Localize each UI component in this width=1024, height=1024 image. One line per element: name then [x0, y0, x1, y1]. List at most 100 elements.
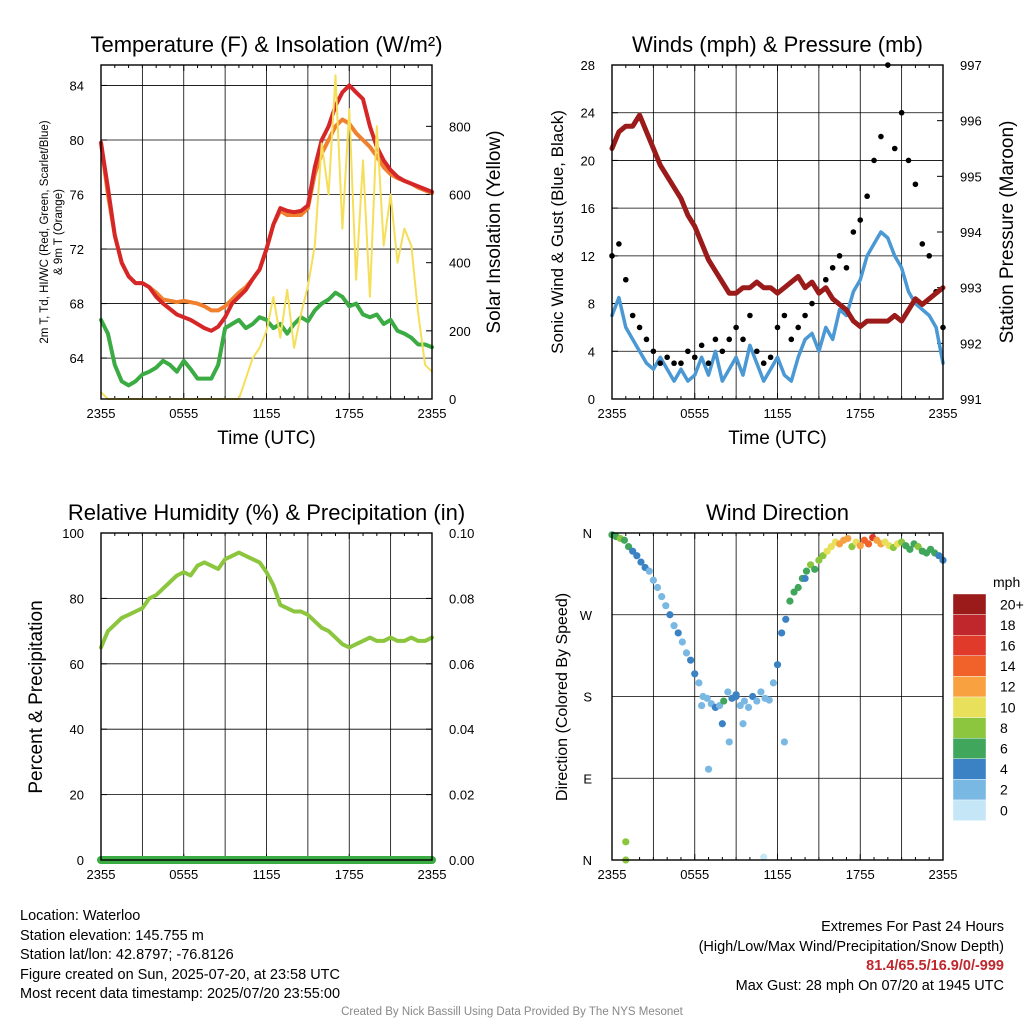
legend-label: 12 [1000, 679, 1016, 695]
wind_direction-x-tick-label: 1155 [764, 867, 792, 882]
direction-point [765, 696, 773, 704]
legend-swatch [952, 655, 987, 677]
gust-point [733, 324, 739, 331]
direction-point [740, 697, 749, 705]
temperature-y-tick-label: 72 [70, 242, 84, 257]
humidity-y-tick-label: 60 [70, 657, 84, 672]
gust-point [622, 276, 629, 283]
winds-x-tick-label: 2355 [598, 406, 627, 421]
direction-point [718, 720, 726, 728]
humidity-x-tick-label: 1155 [253, 867, 281, 882]
direction-point [666, 611, 674, 619]
humidity-y2-tick-label: 0.02 [449, 788, 474, 803]
direction-point [848, 543, 856, 551]
direction-point [782, 615, 790, 623]
direction-point [935, 552, 943, 560]
extremes-subtitle: (High/Low/Max Wind/Precipitation/Snow De… [698, 938, 1004, 955]
legend-swatch [952, 676, 987, 698]
gust-point [685, 348, 691, 355]
extremes-info: Extremes For Past 24 Hours (High/Low/Max… [699, 918, 1004, 996]
humidity-y-tick-label: 80 [70, 591, 84, 606]
humidity-x-tick-label: 0555 [169, 867, 198, 882]
direction-point [645, 567, 653, 575]
legend-label: 20+ [1000, 596, 1024, 612]
gust-point [657, 360, 664, 367]
direction-point [682, 649, 691, 657]
temperature-xlabel: Time (UTC) [217, 428, 316, 449]
legend-label: 6 [1000, 741, 1008, 757]
gust-point [767, 354, 774, 361]
humidity-y2-tick-label: 0.08 [449, 591, 474, 606]
temperature-y2-tick-label: 200 [449, 324, 471, 339]
legend-swatch [952, 717, 987, 739]
legend-label: 10 [1000, 699, 1016, 715]
legend-swatch [952, 799, 987, 821]
wind_direction-y-tick-label: N [583, 526, 592, 541]
temperature-y-tick-label: 64 [70, 351, 84, 366]
wind_direction-x-tick-label: 0555 [680, 867, 709, 882]
humidity-x-tick-label: 2355 [87, 867, 116, 882]
winds-y2-tick-label: 991 [960, 392, 982, 407]
gust-point [850, 229, 857, 235]
winds-x-tick-label: 1155 [764, 406, 792, 421]
direction-point [811, 565, 819, 573]
gust-point [919, 241, 926, 247]
recent-data-text: Most recent data timestamp: 2025/07/20 2… [20, 986, 341, 1002]
direction-point [827, 543, 835, 551]
direction-point [637, 558, 645, 566]
legend-label: 16 [1000, 638, 1016, 654]
max-gust-text: Max Gust: 28 mph On 07/20 at 1945 UTC [735, 977, 1004, 994]
direction-point [662, 602, 670, 610]
gust-point [864, 193, 870, 200]
direction-point [732, 692, 740, 701]
temperature-x-tick-label: 2355 [87, 406, 116, 421]
direction-point [753, 697, 761, 705]
winds-y-tick-label: 4 [588, 344, 595, 359]
direction-point [856, 542, 864, 550]
direction-point [739, 720, 747, 728]
gust-point [788, 336, 795, 343]
wind_direction-ylabel-left: Direction (Colored By Speed) [554, 593, 571, 801]
direction-point [757, 688, 765, 696]
gust-point [857, 217, 864, 223]
wind_direction-x-tick-label: 1755 [846, 867, 875, 882]
direction-point [703, 694, 711, 702]
temperature-y-tick-label: 68 [70, 297, 84, 312]
humidity-y2-tick-label: 0.04 [449, 722, 474, 737]
winds-y2-tick-label: 994 [960, 225, 982, 240]
winds-x-tick-label: 2355 [929, 406, 958, 421]
humidity-y-tick-label: 40 [70, 722, 84, 737]
temperature-plot-frame [100, 64, 433, 400]
direction-point [778, 629, 786, 637]
legend-swatch [952, 593, 987, 615]
gust-point [754, 348, 760, 355]
humidity-plot-frame [100, 532, 433, 861]
direction-point [864, 540, 873, 548]
gust-point [774, 324, 781, 331]
winds-ylabel-right: Station Pressure (Maroon) [997, 121, 1018, 344]
temperature-y2-tick-label: 600 [449, 188, 471, 203]
wind_direction-y-tick-label: W [580, 608, 593, 623]
gust-point [809, 300, 815, 307]
winds-x-tick-label: 1755 [846, 406, 875, 421]
legend-label: 8 [1000, 720, 1008, 736]
gust-point [898, 109, 905, 116]
gust-point [671, 360, 677, 367]
legend-label: 18 [1000, 617, 1016, 633]
wind_direction-title: Wind Direction [706, 500, 849, 525]
winds-y-tick-label: 28 [581, 58, 595, 73]
direction-point [695, 679, 703, 687]
legend-swatch [952, 614, 987, 636]
pressure-line [609, 112, 946, 330]
extremes-title: Extremes For Past 24 Hours [821, 919, 1004, 935]
direction-point [802, 567, 811, 575]
direction-point [658, 592, 666, 601]
wind_direction-y-tick-label: N [583, 853, 592, 868]
legend-swatch [952, 696, 987, 718]
gust-point [747, 312, 753, 319]
temperature-y2-tick-label: 800 [449, 119, 471, 134]
direction-point [720, 697, 728, 705]
direction-point [715, 701, 724, 710]
wind_direction-y-tick-label: E [583, 771, 592, 786]
